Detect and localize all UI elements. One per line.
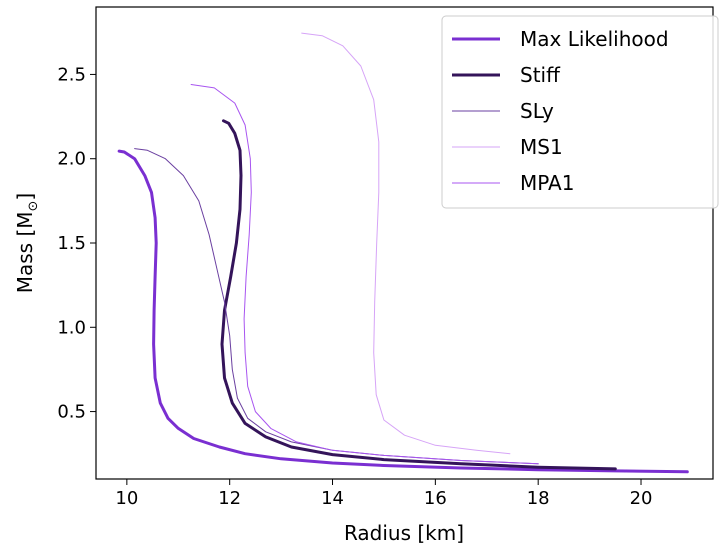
y-tick-label: 1.0	[57, 317, 86, 338]
x-tick-label: 10	[115, 488, 138, 509]
y-tick-label: 0.5	[57, 402, 86, 423]
series-line-0	[117, 149, 689, 474]
legend-label-0: Max Likelihood	[520, 27, 669, 51]
legend-box	[441, 15, 719, 209]
series-line-1	[220, 119, 617, 471]
y-axis: 0.5 1.0 1.5 2.0 2.5	[57, 64, 96, 423]
x-axis-label: Radius [km]	[344, 521, 464, 545]
series-line-4	[190, 84, 539, 465]
legend-label-2: SLy	[520, 99, 554, 123]
x-tick-label: 12	[218, 488, 241, 509]
legend-label-4: MPA1	[520, 171, 574, 195]
y-tick-label: 1.5	[57, 233, 86, 254]
x-tick-label: 14	[321, 488, 344, 509]
x-axis: 10 12 14 16 18 20	[115, 479, 652, 509]
x-tick-label: 18	[527, 488, 550, 509]
series-line-3	[301, 32, 511, 455]
legend: Max Likelihood Stiff SLy MS1 MPA1	[441, 15, 719, 209]
y-axis-label-subscript: ⊙	[26, 201, 41, 212]
legend-label-3: MS1	[520, 135, 563, 159]
series-lines	[117, 32, 689, 474]
legend-label-1: Stiff	[520, 63, 561, 87]
x-tick-label: 20	[630, 488, 653, 509]
x-tick-label: 16	[424, 488, 447, 509]
y-tick-label: 2.0	[57, 149, 86, 170]
y-axis-label: Mass [M⊙]	[13, 193, 41, 294]
y-tick-label: 2.5	[57, 64, 86, 85]
